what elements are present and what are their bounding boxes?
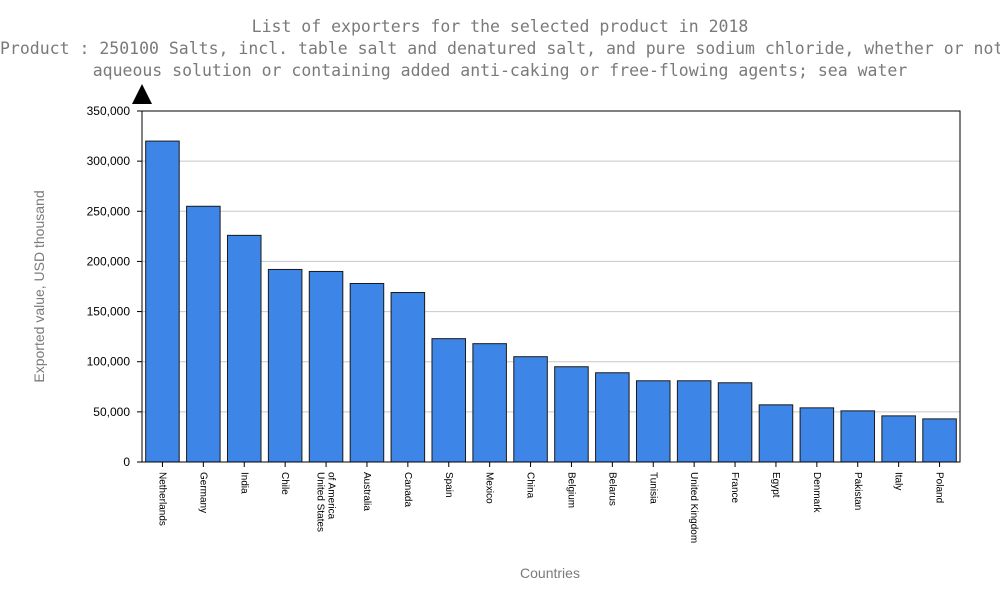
y-tick-label: 300,000	[87, 154, 131, 168]
y-axis-arrow-icon	[132, 84, 152, 104]
y-tick-label: 50,000	[93, 405, 130, 419]
y-axis-title: Exported value, USD thousand	[31, 190, 47, 382]
bar	[431, 338, 467, 463]
x-category-label: Poland	[934, 472, 945, 503]
x-category-label: Chile	[279, 472, 290, 495]
x-category-label: Pakistan	[852, 472, 863, 510]
bar	[717, 382, 753, 463]
chart-title: List of exporters for the selected produ…	[251, 17, 749, 36]
bar	[267, 268, 303, 463]
y-tick-label: 100,000	[87, 355, 131, 369]
x-category-label: Netherlands	[156, 472, 167, 526]
y-tick-label: 350,000	[87, 104, 131, 118]
bar	[186, 205, 221, 463]
x-axis-labels: Netherlands Germany India Chile United State…	[156, 462, 945, 543]
bar	[676, 380, 712, 463]
chart-subtitle-line-1: Product : 250100 Salts, incl. table salt…	[0, 39, 1000, 58]
bar	[472, 343, 507, 463]
bar	[554, 366, 589, 463]
bars	[145, 140, 957, 463]
bar	[799, 407, 835, 463]
x-category-label: Australia	[361, 472, 372, 511]
bar	[922, 418, 957, 463]
bar	[758, 404, 794, 463]
x-category-label: Belgium	[565, 472, 576, 508]
plot-frame	[141, 110, 961, 463]
bar	[145, 140, 180, 463]
chart-subtitle-line-2: aqueous solution or containing added ant…	[92, 61, 908, 80]
x-axis-title: Countries	[520, 565, 580, 581]
x-category-label: France	[729, 472, 740, 504]
x-category-label: Germany	[197, 472, 208, 513]
x-category-label: Spain	[443, 472, 454, 498]
x-category-label: of America	[326, 472, 337, 520]
x-category-label: China	[525, 472, 536, 499]
x-category-label: Mexico	[484, 472, 495, 504]
x-category-label: Belarus	[606, 472, 617, 506]
bar	[881, 415, 916, 463]
bar	[635, 380, 671, 463]
y-tick-label: 250,000	[87, 204, 131, 218]
bar	[595, 372, 630, 463]
x-category-label: India	[238, 472, 249, 494]
y-tick-label: 0	[123, 455, 130, 469]
x-category-label: United Kingdom	[688, 472, 699, 543]
bar	[349, 282, 385, 463]
bar	[308, 270, 344, 463]
bar	[226, 234, 262, 463]
gridlines	[142, 160, 960, 413]
chart-titles: List of exporters for the selected produ…	[0, 16, 1000, 82]
bar	[513, 356, 548, 463]
x-category-label: Tunisia	[647, 472, 658, 504]
y-axis-ticks: 0 50,000 100,000 150,000 200,000 250,000 300,0…	[87, 104, 142, 469]
x-category-label: Egypt	[770, 472, 781, 498]
x-category-label: Italy	[893, 472, 904, 490]
y-tick-label: 150,000	[87, 305, 131, 319]
x-category-label: Canada	[402, 472, 413, 507]
x-category-label: United States	[315, 472, 326, 532]
x-category-label: Denmark	[811, 472, 822, 514]
bar	[390, 292, 426, 463]
bar	[840, 410, 876, 463]
y-tick-label: 200,000	[87, 254, 131, 268]
